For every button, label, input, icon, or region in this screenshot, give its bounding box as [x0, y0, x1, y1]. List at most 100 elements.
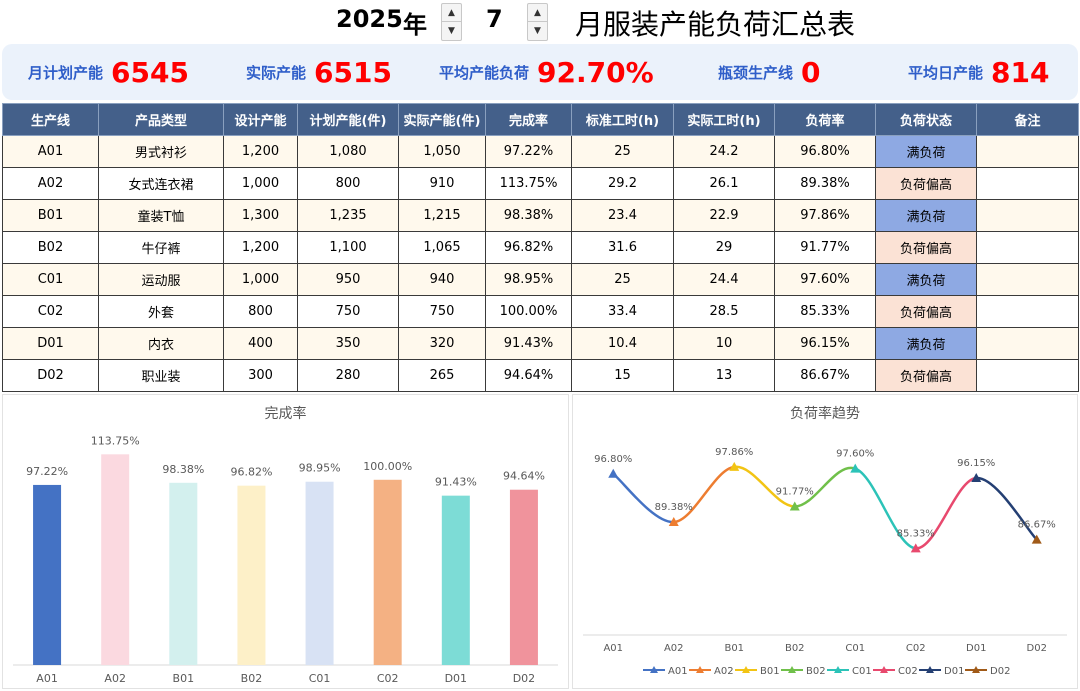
table-cell[interactable]: 24.2 — [673, 135, 775, 168]
status-cell[interactable]: 负荷偏高 — [875, 295, 977, 328]
table-cell[interactable]: 外套 — [98, 295, 224, 328]
table-cell[interactable]: 98.38% — [485, 199, 572, 232]
table-cell[interactable]: 750 — [297, 295, 399, 328]
table-cell[interactable]: C01 — [2, 263, 99, 296]
table-cell[interactable]: 910 — [398, 167, 486, 200]
table-cell[interactable]: 28.5 — [673, 295, 775, 328]
table-cell[interactable]: 内衣 — [98, 327, 224, 360]
table-cell[interactable]: D01 — [2, 327, 99, 360]
month-decrement-button[interactable]: ▼ — [528, 22, 547, 40]
table-cell[interactable]: 86.67% — [774, 359, 876, 392]
column-header[interactable]: 完成率 — [485, 103, 572, 136]
table-cell[interactable]: 97.86% — [774, 199, 876, 232]
column-header[interactable]: 实际工时(h) — [673, 103, 775, 136]
year-increment-button[interactable]: ▲ — [442, 4, 461, 22]
year-decrement-button[interactable]: ▼ — [442, 22, 461, 40]
table-cell[interactable]: 33.4 — [571, 295, 674, 328]
table-cell[interactable]: 265 — [398, 359, 486, 392]
table-cell[interactable]: 950 — [297, 263, 399, 296]
column-header[interactable]: 负荷率 — [774, 103, 876, 136]
table-cell[interactable]: 女式连衣裙 — [98, 167, 224, 200]
month-increment-button[interactable]: ▲ — [528, 4, 547, 22]
status-cell[interactable]: 满负荷 — [875, 327, 977, 360]
table-cell[interactable]: 1,200 — [223, 231, 298, 264]
table-cell[interactable]: 1,300 — [223, 199, 298, 232]
table-cell[interactable]: 男式衬衫 — [98, 135, 224, 168]
table-cell[interactable]: 750 — [398, 295, 486, 328]
column-header[interactable]: 设计产能 — [223, 103, 298, 136]
table-cell[interactable]: 98.95% — [485, 263, 572, 296]
table-cell[interactable]: 26.1 — [673, 167, 775, 200]
table-cell[interactable]: 94.64% — [485, 359, 572, 392]
table-cell[interactable]: 10 — [673, 327, 775, 360]
table-cell[interactable]: 22.9 — [673, 199, 775, 232]
remark-cell[interactable] — [976, 231, 1079, 264]
status-cell[interactable]: 负荷偏高 — [875, 359, 977, 392]
remark-cell[interactable] — [976, 327, 1079, 360]
table-cell[interactable]: 800 — [223, 295, 298, 328]
table-cell[interactable]: 300 — [223, 359, 298, 392]
table-cell[interactable]: 23.4 — [571, 199, 674, 232]
table-cell[interactable]: 280 — [297, 359, 399, 392]
remark-cell[interactable] — [976, 135, 1079, 168]
table-cell[interactable]: B02 — [2, 231, 99, 264]
table-cell[interactable]: 91.43% — [485, 327, 572, 360]
table-cell[interactable]: 400 — [223, 327, 298, 360]
status-cell[interactable]: 负荷偏高 — [875, 167, 977, 200]
status-cell[interactable]: 负荷偏高 — [875, 231, 977, 264]
table-cell[interactable]: C02 — [2, 295, 99, 328]
column-header[interactable]: 生产线 — [2, 103, 99, 136]
remark-cell[interactable] — [976, 359, 1079, 392]
table-cell[interactable]: A02 — [2, 167, 99, 200]
table-cell[interactable]: 1,215 — [398, 199, 486, 232]
table-cell[interactable]: 940 — [398, 263, 486, 296]
table-cell[interactable]: A01 — [2, 135, 99, 168]
table-cell[interactable]: 29 — [673, 231, 775, 264]
table-cell[interactable]: 97.22% — [485, 135, 572, 168]
table-cell[interactable]: 1,235 — [297, 199, 399, 232]
column-header[interactable]: 产品类型 — [98, 103, 224, 136]
table-cell[interactable]: 24.4 — [673, 263, 775, 296]
month-spinner[interactable]: ▲ ▼ — [527, 3, 548, 41]
table-cell[interactable]: 29.2 — [571, 167, 674, 200]
table-cell[interactable]: 320 — [398, 327, 486, 360]
table-cell[interactable]: 10.4 — [571, 327, 674, 360]
remark-cell[interactable] — [976, 295, 1079, 328]
table-cell[interactable]: 96.80% — [774, 135, 876, 168]
table-cell[interactable]: 1,100 — [297, 231, 399, 264]
column-header[interactable]: 备注 — [976, 103, 1079, 136]
year-spinner[interactable]: ▲ ▼ — [441, 3, 462, 41]
status-cell[interactable]: 满负荷 — [875, 199, 977, 232]
table-cell[interactable]: 职业装 — [98, 359, 224, 392]
table-cell[interactable]: 96.15% — [774, 327, 876, 360]
table-cell[interactable]: 运动服 — [98, 263, 224, 296]
remark-cell[interactable] — [976, 199, 1079, 232]
table-cell[interactable]: 91.77% — [774, 231, 876, 264]
table-cell[interactable]: 童装T恤 — [98, 199, 224, 232]
table-cell[interactable]: 113.75% — [485, 167, 572, 200]
column-header[interactable]: 计划产能(件) — [297, 103, 399, 136]
column-header[interactable]: 实际产能(件) — [398, 103, 486, 136]
table-cell[interactable]: 800 — [297, 167, 399, 200]
table-cell[interactable]: 13 — [673, 359, 775, 392]
table-cell[interactable]: 31.6 — [571, 231, 674, 264]
table-cell[interactable]: 97.60% — [774, 263, 876, 296]
table-cell[interactable]: 1,000 — [223, 167, 298, 200]
table-cell[interactable]: B01 — [2, 199, 99, 232]
table-cell[interactable]: 1,080 — [297, 135, 399, 168]
column-header[interactable]: 标准工时(h) — [571, 103, 674, 136]
table-cell[interactable]: 89.38% — [774, 167, 876, 200]
table-cell[interactable]: D02 — [2, 359, 99, 392]
table-cell[interactable]: 1,200 — [223, 135, 298, 168]
status-cell[interactable]: 满负荷 — [875, 263, 977, 296]
table-cell[interactable]: 牛仔裤 — [98, 231, 224, 264]
remark-cell[interactable] — [976, 167, 1079, 200]
remark-cell[interactable] — [976, 263, 1079, 296]
table-cell[interactable]: 85.33% — [774, 295, 876, 328]
table-cell[interactable]: 96.82% — [485, 231, 572, 264]
table-cell[interactable]: 25 — [571, 263, 674, 296]
table-cell[interactable]: 100.00% — [485, 295, 572, 328]
table-cell[interactable]: 25 — [571, 135, 674, 168]
table-cell[interactable]: 350 — [297, 327, 399, 360]
status-cell[interactable]: 满负荷 — [875, 135, 977, 168]
